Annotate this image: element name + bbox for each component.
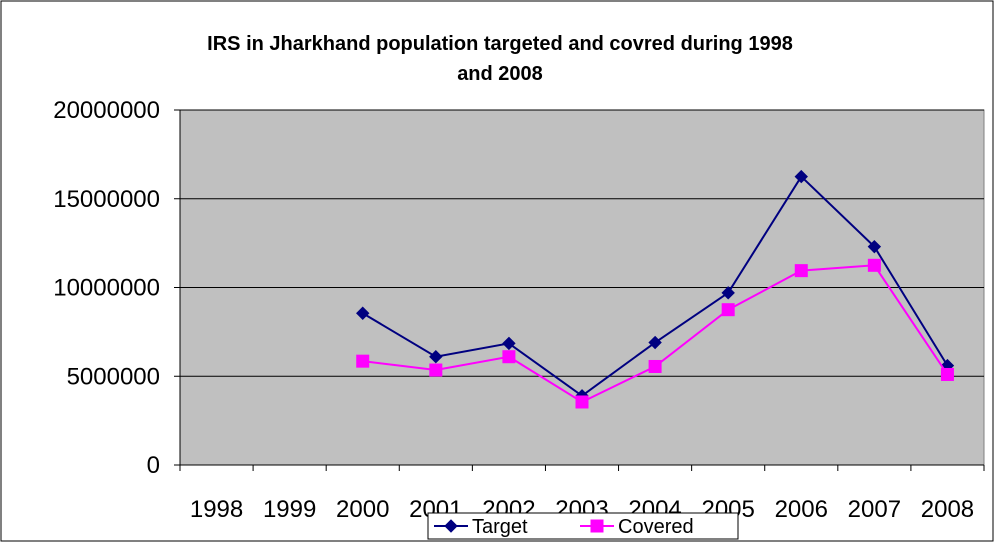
y-tick-label: 15000000 xyxy=(53,186,160,213)
y-tick-label: 10000000 xyxy=(53,275,160,302)
x-tick-label: 1999 xyxy=(263,496,316,523)
x-tick-label: 2007 xyxy=(848,496,901,523)
data-point-covered xyxy=(429,363,443,377)
chart-title-line-1: IRS in Jharkhand population targeted and… xyxy=(207,33,793,55)
x-tick-label: 2000 xyxy=(336,496,389,523)
x-tick-label: 2006 xyxy=(775,496,828,523)
data-point-covered xyxy=(502,350,516,364)
data-point-covered xyxy=(575,395,589,409)
x-tick-label: 1998 xyxy=(190,496,243,523)
legend-label-covered: Covered xyxy=(618,516,694,538)
data-point-covered xyxy=(648,359,662,373)
data-point-target xyxy=(867,239,882,254)
y-tick-label: 5000000 xyxy=(67,363,160,390)
data-point-target xyxy=(721,286,735,300)
legend-marker-target xyxy=(444,519,458,533)
data-point-covered xyxy=(356,354,370,368)
y-tick-label: 20000000 xyxy=(53,97,160,124)
data-point-target xyxy=(794,169,808,184)
data-point-target xyxy=(356,306,370,320)
legend: Target Covered xyxy=(427,512,739,540)
data-point-target xyxy=(502,336,516,351)
data-point-target xyxy=(429,350,443,364)
data-point-covered xyxy=(794,264,808,278)
data-point-covered xyxy=(721,303,735,317)
plot-area: 0 5000000 10000000 15000000 20000000 1998 1999… xyxy=(53,97,985,523)
legend-label-target: Target xyxy=(472,516,528,538)
data-point-covered xyxy=(940,367,954,381)
chart-title-line-2: and 2008 xyxy=(457,63,543,85)
data-point-target xyxy=(648,335,662,350)
data-point-covered xyxy=(867,258,881,272)
legend-marker-covered xyxy=(590,519,604,533)
x-tick-label: 2008 xyxy=(921,496,974,523)
y-tick-label: 0 xyxy=(147,452,160,479)
